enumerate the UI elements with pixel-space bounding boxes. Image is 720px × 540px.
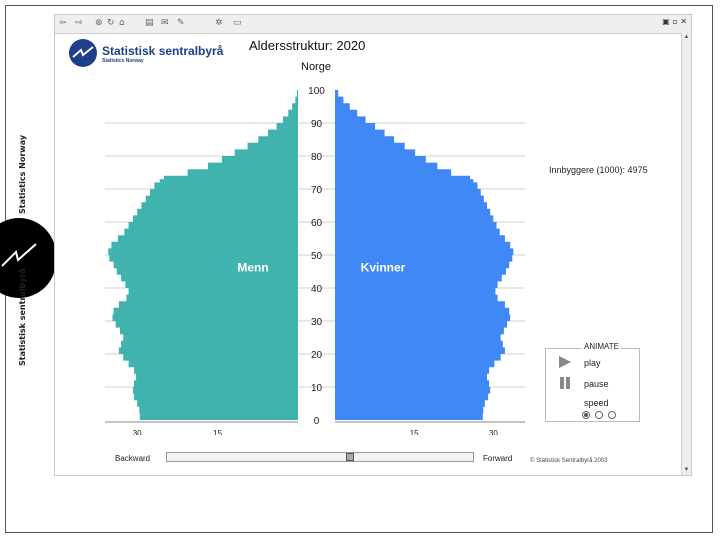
tools-icon[interactable]: ✲ [215,18,223,28]
play-label[interactable]: play [584,358,601,368]
x-tick-men-30: 30 [133,429,142,435]
age-tick-20: 20 [311,350,323,361]
x-tick-women-30: 30 [489,429,498,435]
page-icon[interactable]: ▭ [233,18,242,28]
x-tick-women-15: 15 [410,429,419,435]
age-tick-50: 50 [311,251,323,262]
pause-label[interactable]: pause [584,379,609,389]
ssb-logo-icon [69,39,97,67]
app-window: ⇦ ⇨ ⊗ ↻ ⌂ ▤ ✉ ✎ ✲ ▭ ▣ ▫ ✕ ▲ ▼ Statistisk… [54,14,692,476]
side-label-top: Statistics Norway [18,134,27,214]
year-slider-thumb[interactable] [345,453,354,461]
scroll-down-icon[interactable]: ▼ [683,467,690,473]
edit-icon[interactable]: ✎ [177,18,185,28]
year-slider[interactable] [166,452,474,462]
mail-icon[interactable]: ✉ [161,18,169,28]
stop-icon[interactable]: ⊗ [95,18,103,28]
side-logo [0,218,56,298]
age-tick-10: 10 [311,383,323,394]
population-count: Innbyggere (1000): 4975 [549,165,648,175]
forward-label[interactable]: Forward [483,454,513,463]
age-tick-30: 30 [311,317,323,328]
ssb-logo-name: Statistisk sentralbyrå [102,44,224,58]
forward-icon[interactable]: ⇨ [75,18,83,28]
print-icon[interactable]: ▤ [145,18,154,28]
animate-panel: ANIMATE play pause speed [545,342,640,422]
browser-toolbar: ⇦ ⇨ ⊗ ↻ ⌂ ▤ ✉ ✎ ✲ ▭ ▣ ▫ ✕ [55,15,691,34]
age-tick-90: 90 [311,119,323,130]
backward-label[interactable]: Backward [115,454,151,463]
back-icon[interactable]: ⇦ [59,18,67,28]
home-icon[interactable]: ⌂ [119,18,125,28]
chart-subtitle: Norge [301,61,331,73]
copyright: © Statistisk Sentralbyrå 2003 [530,458,608,464]
refresh-icon[interactable]: ↻ [107,18,115,28]
window-controls[interactable]: ▣ ▫ ✕ [662,17,687,26]
age-tick-100: 100 [308,86,325,97]
age-tick-60: 60 [311,218,323,229]
speed-label: speed [584,398,609,408]
pause-button[interactable] [559,377,571,389]
pyramid-series-men [108,90,298,420]
side-label-bottom: Statistisk sentralbyrå [18,268,27,366]
series-label-men: Menn [237,261,268,275]
x-tick-men-15: 15 [213,429,222,435]
chart-title: Aldersstruktur: 2020 [249,38,366,53]
speed-radio-1[interactable] [582,411,590,419]
age-tick-80: 80 [311,152,323,163]
vertical-scrollbar[interactable]: ▲ ▼ [681,33,691,475]
population-pyramid-chart: 010203040506070809010030151530tusentusen… [105,86,525,435]
scroll-up-icon[interactable]: ▲ [683,34,690,40]
series-label-women: Kvinner [361,261,406,275]
animate-title: ANIMATE [582,342,621,351]
pyramid-series-women [335,90,514,420]
speed-radio-3[interactable] [608,411,616,419]
speed-radio-2[interactable] [595,411,603,419]
side-logo-mark [1,243,37,267]
age-tick-0: 0 [314,416,320,427]
ssb-logo-subtitle: Statistics Norway [102,58,144,64]
age-tick-40: 40 [311,284,323,295]
play-button[interactable] [559,356,571,368]
age-tick-70: 70 [311,185,323,196]
